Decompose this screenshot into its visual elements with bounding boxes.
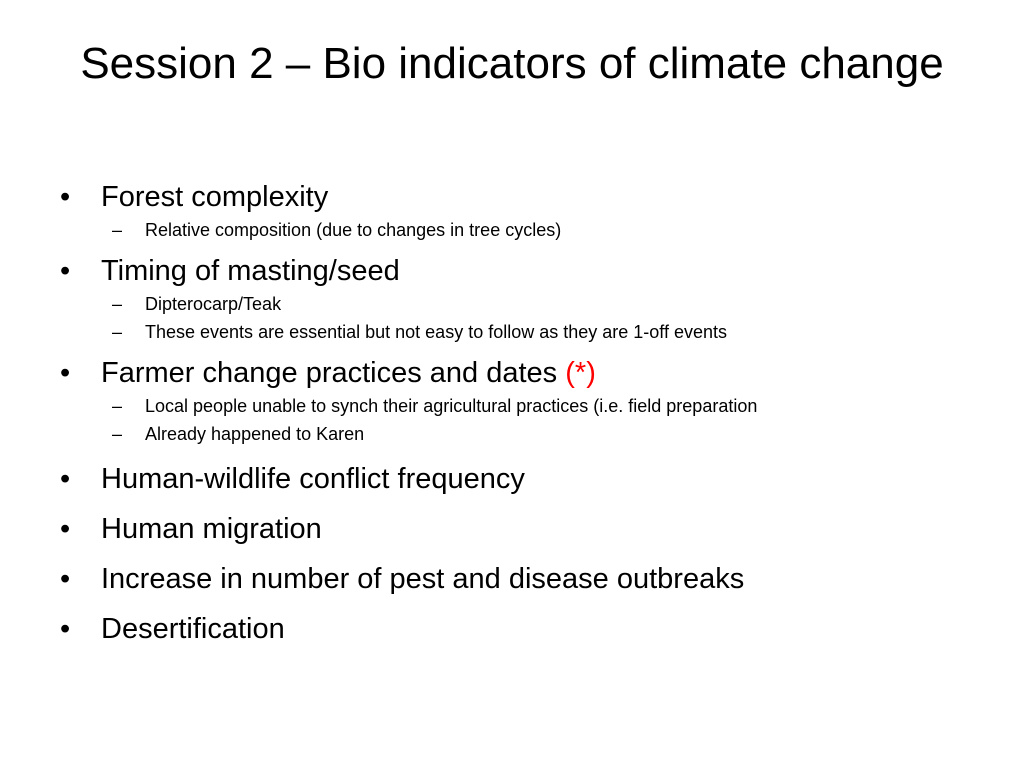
bullet-icon: • xyxy=(60,463,71,495)
bullet-icon: • xyxy=(60,181,71,213)
slide-title: Session 2 – Bio indicators of climate ch… xyxy=(80,39,944,88)
bullet-icon: • xyxy=(60,513,71,545)
bullet-item-farmer-change-practices: • Farmer change practices and dates (*) xyxy=(60,356,980,390)
bullet-icon: • xyxy=(60,563,71,595)
asterisk-mark: (*) xyxy=(565,357,596,389)
dash-icon: – xyxy=(112,424,123,444)
sub-bullet-item: – Dipterocarp/Teak xyxy=(60,292,980,316)
sub-bullet-item: – Relative composition (due to changes i… xyxy=(60,218,980,242)
sub-bullet-item: – These events are essential but not eas… xyxy=(60,320,980,344)
bullet-icon: • xyxy=(60,255,71,287)
bullet-text: Forest complexity xyxy=(101,181,329,213)
sub-bullet-text: Dipterocarp/Teak xyxy=(145,294,282,314)
bullet-text: Increase in number of pest and disease o… xyxy=(101,563,745,595)
sub-bullet-text: Already happened to Karen xyxy=(145,424,365,444)
bullet-icon: • xyxy=(60,357,71,389)
sub-bullet-item: – Local people unable to synch their agr… xyxy=(60,394,980,418)
bullet-item-forest-complexity: • Forest complexity xyxy=(60,180,980,214)
dash-icon: – xyxy=(112,220,123,240)
bullet-text: Timing of masting/seed xyxy=(101,255,400,287)
bullet-text: Human-wildlife conflict frequency xyxy=(101,463,525,495)
bullet-item-desertification: • Desertification xyxy=(60,612,980,646)
dash-icon: – xyxy=(112,294,123,314)
bullet-icon: • xyxy=(60,613,71,645)
sub-bullet-text: Local people unable to synch their agric… xyxy=(145,396,758,416)
sub-bullet-text: These events are essential but not easy … xyxy=(145,322,728,342)
bullet-item-human-migration: • Human migration xyxy=(60,512,980,546)
bullet-text: Desertification xyxy=(101,613,285,645)
bullet-list: • Forest complexity – Relative compositi… xyxy=(60,180,980,646)
dash-icon: – xyxy=(112,396,123,416)
bullet-text: Farmer change practices and dates xyxy=(101,357,566,389)
bullet-item-human-wildlife-conflict: • Human-wildlife conflict frequency xyxy=(60,462,980,496)
bullet-text: Human migration xyxy=(101,513,322,545)
dash-icon: – xyxy=(112,322,123,342)
sub-bullet-item: – Already happened to Karen xyxy=(60,422,980,446)
sub-bullet-text: Relative composition (due to changes in … xyxy=(145,220,562,240)
bullet-item-pest-disease-outbreaks: • Increase in number of pest and disease… xyxy=(60,562,980,596)
bullet-item-timing-of-masting: • Timing of masting/seed xyxy=(60,254,980,288)
